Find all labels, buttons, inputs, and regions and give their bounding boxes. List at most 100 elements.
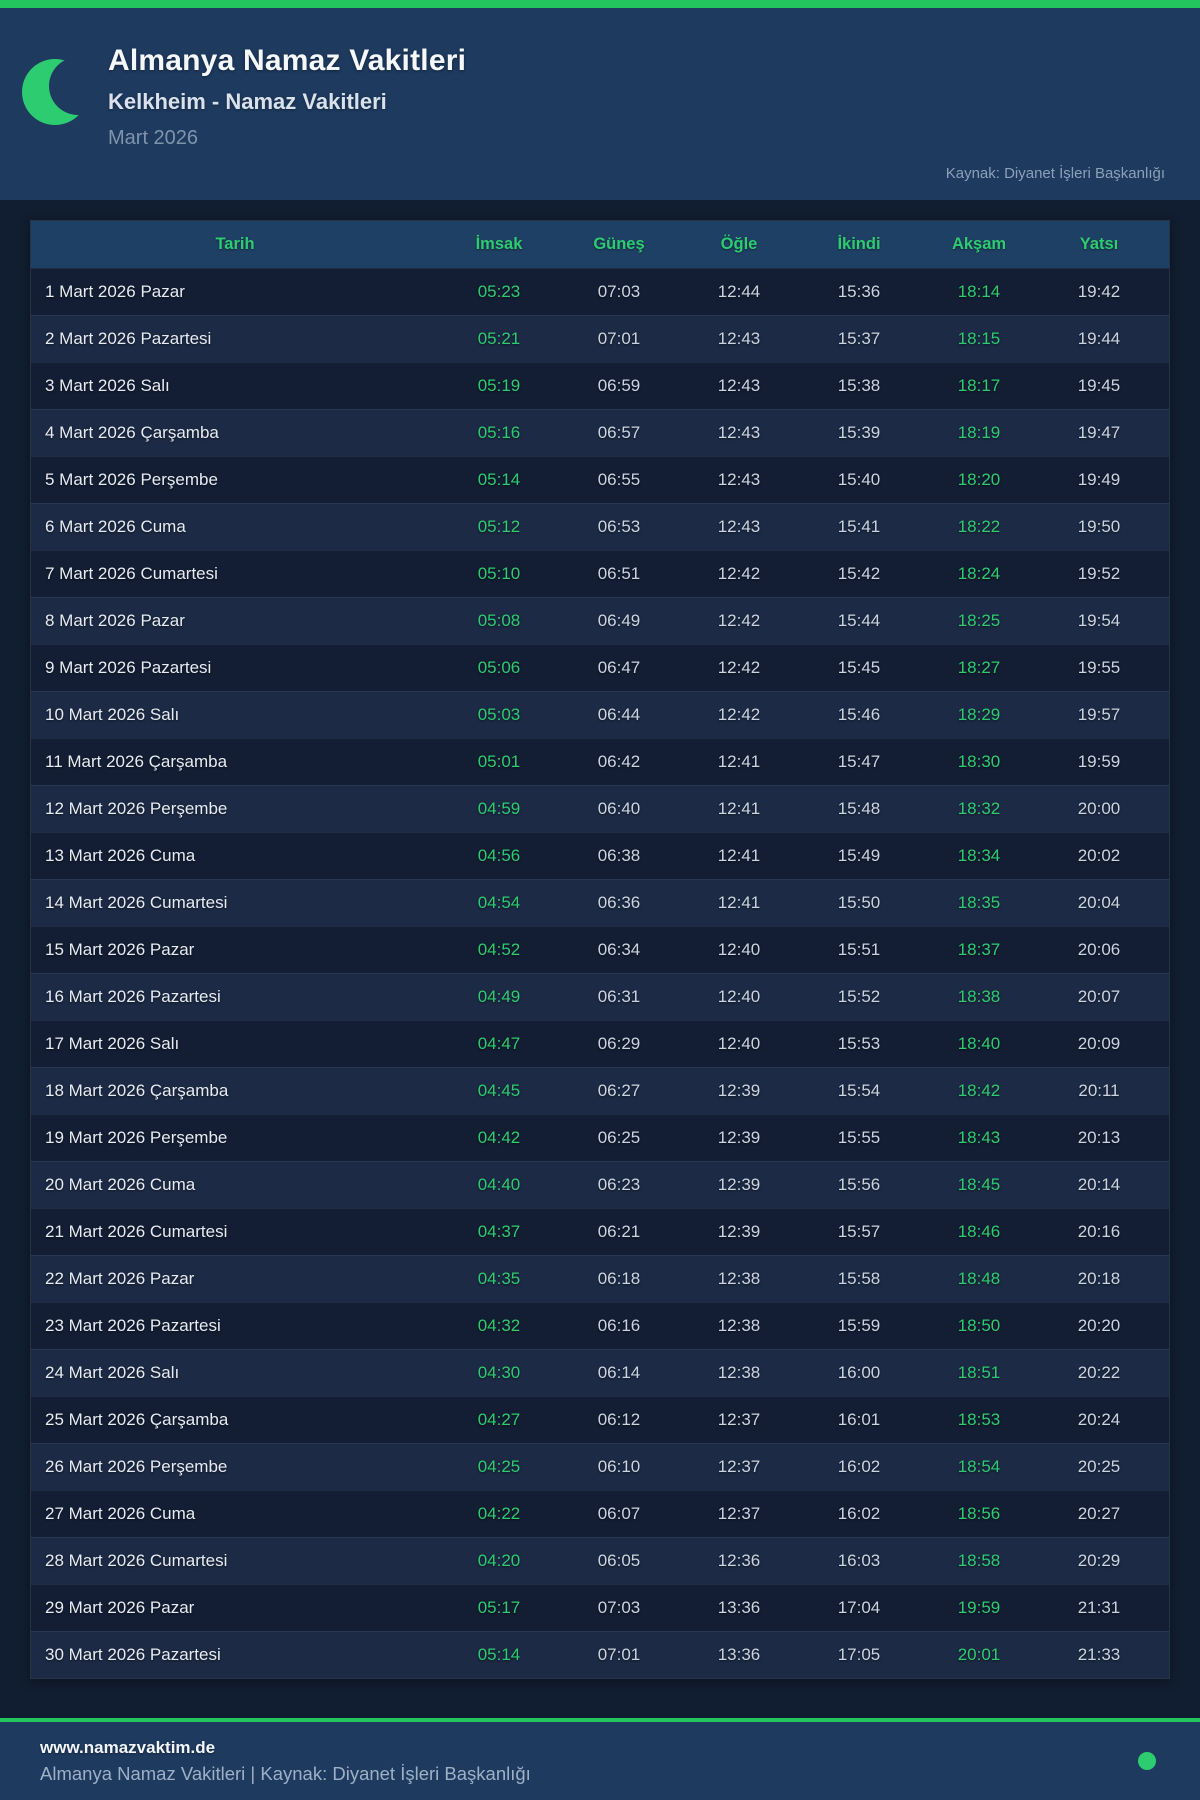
time-cell-aksam: 18:58 xyxy=(957,1551,1001,1570)
time-cell-ogle: 12:42 xyxy=(717,658,761,677)
time-cell-ogle: 13:36 xyxy=(717,1598,761,1617)
date-cell: 3 Mart 2026 Salı xyxy=(45,376,170,395)
time-cell-yatsi: 21:31 xyxy=(1077,1598,1121,1617)
time-cell-yatsi: 20:06 xyxy=(1077,940,1121,959)
table-row: 12 Mart 2026 Perşembe 04:59 06:40 12:41 15:4… xyxy=(31,785,1169,832)
time-cell-ikindi: 15:44 xyxy=(837,611,881,630)
date-cell: 5 Mart 2026 Perşembe xyxy=(45,470,218,489)
time-cell-yatsi: 20:29 xyxy=(1077,1551,1121,1570)
time-cell-gunes: 06:12 xyxy=(597,1410,641,1429)
time-cell-ikindi: 15:36 xyxy=(837,282,881,301)
time-cell-ikindi: 17:05 xyxy=(837,1645,881,1664)
time-cell-imsak: 04:32 xyxy=(477,1316,521,1335)
time-cell-ikindi: 15:46 xyxy=(837,705,881,724)
table-row: 20 Mart 2026 Cuma 04:40 06:23 12:39 15:56 18:… xyxy=(31,1161,1169,1208)
time-cell-imsak: 04:42 xyxy=(477,1128,521,1147)
column-header-yatsi: Yatsı xyxy=(1079,235,1119,253)
table-row: 6 Mart 2026 Cuma 05:12 06:53 12:43 15:41 18:2… xyxy=(31,503,1169,550)
time-cell-ikindi: 15:51 xyxy=(837,940,881,959)
time-cell-ogle: 12:38 xyxy=(717,1363,761,1382)
time-cell-gunes: 06:18 xyxy=(597,1269,641,1288)
column-header-gunes: Güneş xyxy=(593,235,645,253)
date-cell: 25 Mart 2026 Çarşamba xyxy=(45,1410,229,1429)
time-cell-ogle: 12:43 xyxy=(717,423,761,442)
date-cell: 11 Mart 2026 Çarşamba xyxy=(45,752,228,771)
time-cell-imsak: 05:03 xyxy=(477,705,521,724)
time-cell-aksam: 18:35 xyxy=(957,893,1001,912)
date-cell: 13 Mart 2026 Cuma xyxy=(45,846,196,865)
time-cell-aksam: 18:34 xyxy=(957,846,1001,865)
time-cell-gunes: 06:21 xyxy=(597,1222,641,1241)
time-cell-yatsi: 19:57 xyxy=(1077,705,1121,724)
table-row: 29 Mart 2026 Pazar 05:17 07:03 13:36 17:04 19… xyxy=(31,1584,1169,1631)
time-cell-aksam: 18:15 xyxy=(957,329,1001,348)
time-cell-yatsi: 21:33 xyxy=(1077,1645,1121,1664)
time-cell-imsak: 04:37 xyxy=(477,1222,521,1241)
time-cell-yatsi: 20:13 xyxy=(1077,1128,1121,1147)
table-row: 27 Mart 2026 Cuma 04:22 06:07 12:37 16:02 18:… xyxy=(31,1490,1169,1537)
time-cell-aksam: 18:25 xyxy=(957,611,1001,630)
time-cell-gunes: 07:03 xyxy=(597,1598,641,1617)
table-header-row: Tarih İmsak Güneş Öğle İkindi Akşam Yatsı xyxy=(31,221,1169,268)
time-cell-ikindi: 16:03 xyxy=(837,1551,881,1570)
time-cell-ikindi: 15:58 xyxy=(837,1269,881,1288)
time-cell-ogle: 12:44 xyxy=(717,282,761,301)
time-cell-ogle: 12:43 xyxy=(717,376,761,395)
time-cell-ogle: 12:41 xyxy=(717,799,761,818)
footer-site-url: www.namazvaktim.de xyxy=(40,1737,216,1757)
table-row: 30 Mart 2026 Pazartesi 05:14 07:01 13:36 17:… xyxy=(31,1631,1169,1678)
date-cell: 30 Mart 2026 Pazartesi xyxy=(45,1645,221,1664)
time-cell-ogle: 12:40 xyxy=(717,1034,761,1053)
date-cell: 20 Mart 2026 Cuma xyxy=(45,1175,196,1194)
time-cell-ikindi: 15:48 xyxy=(837,799,881,818)
time-cell-ogle: 12:38 xyxy=(717,1316,761,1335)
time-cell-ikindi: 16:00 xyxy=(837,1363,881,1382)
time-cell-ikindi: 17:04 xyxy=(837,1598,881,1617)
time-cell-yatsi: 20:14 xyxy=(1077,1175,1121,1194)
time-cell-gunes: 06:57 xyxy=(597,423,641,442)
time-cell-yatsi: 20:02 xyxy=(1077,846,1121,865)
date-cell: 10 Mart 2026 Salı xyxy=(45,705,180,724)
time-cell-ikindi: 15:40 xyxy=(837,470,881,489)
table-row: 11 Mart 2026 Çarşamba 05:01 06:42 12:41 15:4… xyxy=(31,738,1169,785)
time-cell-gunes: 06:07 xyxy=(597,1504,641,1523)
column-header-imsak: İmsak xyxy=(475,235,523,253)
time-cell-gunes: 06:05 xyxy=(597,1551,641,1570)
time-cell-gunes: 07:01 xyxy=(597,329,641,348)
time-cell-ogle: 12:43 xyxy=(717,517,761,536)
time-cell-ogle: 13:36 xyxy=(717,1645,761,1664)
prayer-times-table: Tarih İmsak Güneş Öğle İkindi Akşam Yatsı 1 Ma… xyxy=(30,220,1170,1679)
time-cell-ikindi: 16:02 xyxy=(837,1457,881,1476)
source-label: Kaynak: Diyanet İşleri Başkanlığı xyxy=(945,165,1165,182)
footer-accent-bar xyxy=(0,1718,1200,1722)
time-cell-ogle: 12:37 xyxy=(717,1457,761,1476)
date-cell: 28 Mart 2026 Cumartesi xyxy=(45,1551,228,1570)
time-cell-imsak: 05:14 xyxy=(477,470,521,489)
time-cell-imsak: 05:01 xyxy=(477,752,521,771)
status-dot-icon xyxy=(1138,1752,1156,1770)
time-cell-ogle: 12:39 xyxy=(717,1222,761,1241)
time-cell-imsak: 05:17 xyxy=(477,1598,521,1617)
time-cell-aksam: 18:48 xyxy=(957,1269,1001,1288)
time-cell-imsak: 04:47 xyxy=(477,1034,521,1053)
time-cell-aksam: 18:53 xyxy=(957,1410,1001,1429)
time-cell-gunes: 06:29 xyxy=(597,1034,641,1053)
time-cell-ogle: 12:42 xyxy=(717,705,761,724)
column-header-ogle: Öğle xyxy=(720,235,758,253)
time-cell-ogle: 12:39 xyxy=(717,1081,761,1100)
time-cell-ikindi: 15:50 xyxy=(837,893,881,912)
time-cell-ogle: 12:37 xyxy=(717,1504,761,1523)
time-cell-imsak: 05:06 xyxy=(477,658,521,677)
time-cell-gunes: 06:27 xyxy=(597,1081,641,1100)
time-cell-aksam: 18:51 xyxy=(957,1363,1001,1382)
page-subtitle: Kelkheim - Namaz Vakitleri xyxy=(108,89,387,114)
time-cell-yatsi: 20:11 xyxy=(1078,1081,1120,1100)
time-cell-imsak: 04:49 xyxy=(477,987,521,1006)
time-cell-ikindi: 15:42 xyxy=(837,564,881,583)
time-cell-ogle: 12:39 xyxy=(717,1128,761,1147)
table-row: 21 Mart 2026 Cumartesi 04:37 06:21 12:39 15:… xyxy=(31,1208,1169,1255)
time-cell-ogle: 12:41 xyxy=(717,846,761,865)
time-cell-ogle: 12:42 xyxy=(717,564,761,583)
time-cell-yatsi: 19:42 xyxy=(1077,282,1121,301)
time-cell-imsak: 04:45 xyxy=(477,1081,521,1100)
